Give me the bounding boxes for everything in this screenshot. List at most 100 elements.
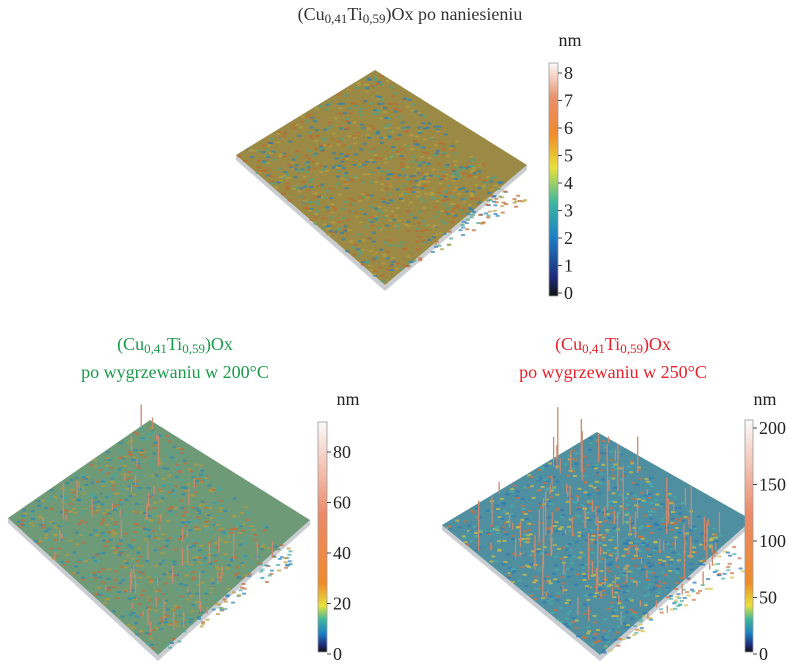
surface-texture bbox=[128, 479, 133, 482]
surface-texture bbox=[615, 565, 620, 568]
surface-texture bbox=[323, 144, 328, 147]
surface-texture bbox=[345, 120, 350, 122]
surface-texture bbox=[545, 488, 550, 491]
surface-texture bbox=[442, 152, 447, 155]
surface-texture bbox=[444, 173, 449, 176]
surface-texture bbox=[105, 457, 110, 460]
surface-texture bbox=[630, 579, 635, 582]
surface-texture bbox=[626, 492, 631, 495]
surface-texture bbox=[561, 514, 566, 517]
surface-texture bbox=[650, 564, 655, 567]
surface-texture bbox=[230, 559, 235, 562]
surface-texture bbox=[324, 127, 329, 130]
surface-texture bbox=[548, 516, 553, 519]
surface-texture bbox=[453, 164, 458, 167]
surface-texture bbox=[276, 548, 281, 551]
surface-texture bbox=[202, 552, 207, 555]
surface-texture bbox=[312, 118, 317, 121]
surface-texture bbox=[106, 493, 111, 496]
surface-texture bbox=[384, 157, 389, 160]
colorbar-tick-label: 80 bbox=[333, 442, 351, 462]
surface-texture bbox=[197, 557, 202, 559]
surface-texture bbox=[376, 110, 381, 113]
surface-texture bbox=[590, 643, 595, 646]
colorbar-tick-label: 0 bbox=[333, 644, 342, 664]
surface-texture bbox=[223, 541, 228, 544]
surface-texture bbox=[677, 559, 682, 562]
surface-texture bbox=[235, 523, 240, 526]
surface-texture bbox=[179, 448, 184, 450]
surface-texture bbox=[412, 259, 417, 262]
surface-texture bbox=[184, 561, 189, 563]
surface-texture bbox=[583, 603, 588, 606]
surface-texture bbox=[182, 459, 187, 462]
surface-texture bbox=[622, 570, 627, 573]
surface-texture bbox=[616, 625, 621, 628]
surface-texture bbox=[406, 220, 411, 223]
surface-texture bbox=[268, 142, 273, 145]
surface-texture bbox=[677, 507, 682, 510]
surface-texture bbox=[120, 615, 125, 618]
surface-texture bbox=[439, 210, 444, 213]
surface-texture bbox=[422, 206, 427, 209]
surface-texture bbox=[435, 175, 439, 178]
surface-texture bbox=[189, 622, 194, 625]
surface-texture bbox=[114, 504, 119, 506]
surface-texture bbox=[404, 131, 409, 133]
surface-texture bbox=[192, 556, 197, 559]
surface-texture bbox=[257, 166, 261, 169]
surface-texture bbox=[626, 552, 631, 555]
surface-texture bbox=[240, 577, 245, 579]
surface-texture bbox=[57, 547, 62, 550]
surface-texture bbox=[445, 198, 449, 201]
surface-texture bbox=[114, 473, 118, 476]
surface-texture bbox=[377, 102, 381, 105]
surface-texture bbox=[92, 501, 96, 504]
surface-texture bbox=[661, 522, 666, 525]
surface-texture bbox=[184, 462, 189, 465]
surface-texture bbox=[481, 186, 486, 189]
surface-texture bbox=[692, 546, 696, 549]
surface-texture bbox=[301, 196, 306, 199]
surface-texture bbox=[487, 532, 492, 535]
surface-texture bbox=[33, 540, 38, 543]
surface-texture bbox=[536, 479, 541, 482]
surface-texture bbox=[217, 603, 222, 606]
surface-texture bbox=[477, 533, 482, 536]
surface-texture bbox=[497, 186, 502, 189]
surface-texture bbox=[635, 628, 640, 631]
surface-texture bbox=[638, 623, 643, 626]
surface-texture bbox=[521, 200, 526, 203]
surface-texture bbox=[484, 212, 489, 215]
surface-texture bbox=[374, 79, 378, 82]
surface-texture bbox=[134, 523, 139, 526]
surface-texture bbox=[124, 611, 129, 614]
surface-texture bbox=[416, 248, 420, 251]
surface-texture bbox=[393, 92, 398, 95]
surface-texture bbox=[180, 452, 185, 455]
surface-texture bbox=[639, 535, 644, 538]
surface-texture bbox=[600, 452, 605, 455]
surface-texture bbox=[416, 143, 420, 146]
surface-texture bbox=[309, 208, 314, 211]
surface-texture bbox=[494, 560, 498, 563]
surface-texture bbox=[439, 232, 444, 235]
surface-texture bbox=[210, 586, 215, 589]
surface-texture bbox=[168, 507, 173, 510]
surface-texture bbox=[302, 200, 307, 203]
surface-texture bbox=[540, 468, 545, 471]
surface-texture bbox=[147, 633, 152, 636]
surface-texture bbox=[563, 623, 568, 626]
surface-texture bbox=[308, 135, 313, 138]
surface-texture bbox=[425, 176, 430, 179]
surface-texture bbox=[403, 247, 408, 250]
surface-texture bbox=[191, 519, 196, 522]
surface-texture bbox=[587, 502, 592, 505]
surface-texture bbox=[309, 218, 314, 221]
surface-texture bbox=[154, 609, 159, 612]
surface-texture bbox=[393, 102, 398, 105]
surface-texture bbox=[418, 131, 422, 134]
surface-texture bbox=[504, 533, 509, 536]
surface-texture bbox=[185, 616, 190, 618]
surface-texture bbox=[689, 529, 693, 532]
